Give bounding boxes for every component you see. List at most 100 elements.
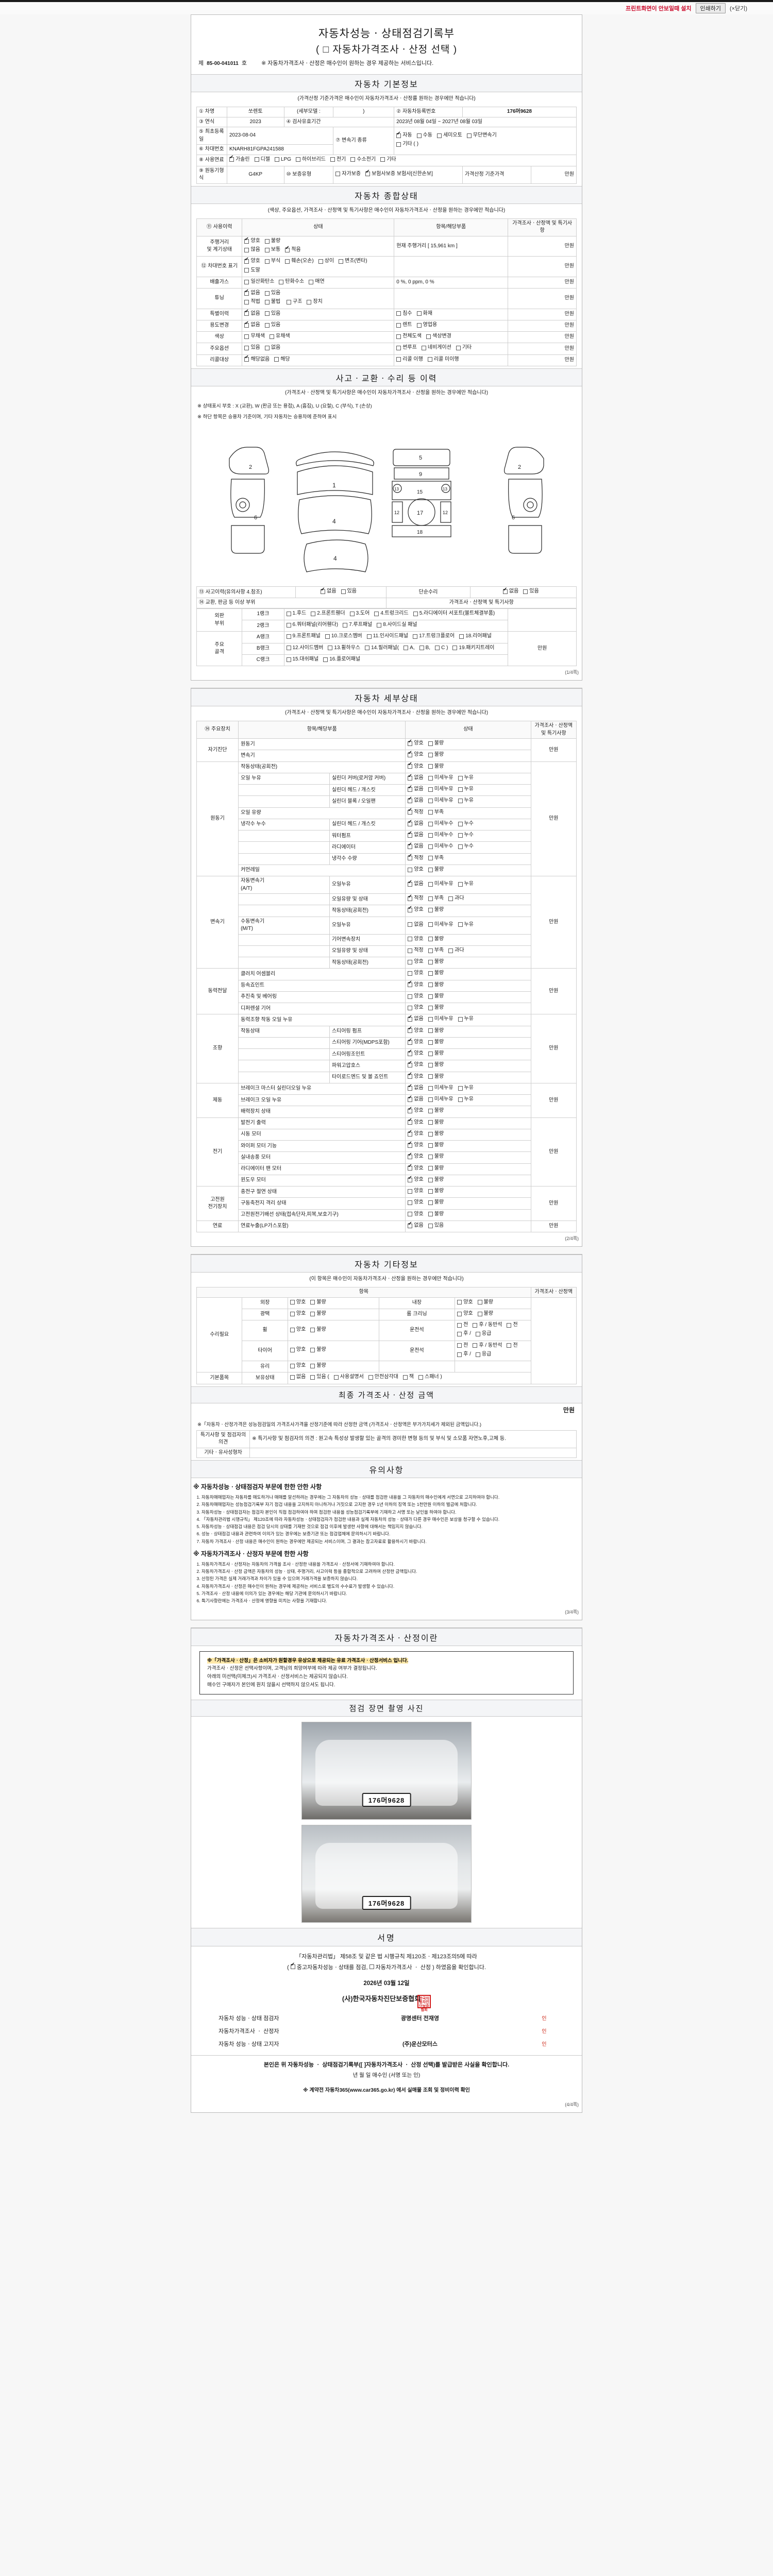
overall-option[interactable]: 구조	[287, 298, 302, 306]
detail-option[interactable]: 미세누수	[428, 820, 453, 828]
detail-option[interactable]: 양호	[408, 936, 424, 943]
detail-option[interactable]: 양호	[408, 751, 424, 759]
detail-option[interactable]: 누유	[458, 774, 474, 782]
detail-option[interactable]: 적정	[408, 808, 424, 817]
confirm-price-checkbox[interactable]	[369, 1964, 374, 1970]
overall-option[interactable]: 불법	[264, 298, 280, 306]
overall-option[interactable]: 부식	[264, 258, 280, 265]
detail-option[interactable]: 미세누유	[428, 1096, 453, 1104]
overall-option[interactable]: 있음	[264, 290, 280, 297]
panel-item-option[interactable]: 9.프론트패널	[286, 633, 321, 640]
detail-option[interactable]: 적정	[408, 894, 424, 903]
detail-option[interactable]: 미세누유	[428, 921, 453, 929]
overall-option[interactable]: 변조(변타)	[339, 258, 367, 265]
panel-item-option[interactable]: 4.트렁크리드	[374, 610, 409, 618]
fuel-option[interactable]: 기타	[380, 156, 396, 164]
detail-option[interactable]: 불량	[428, 993, 444, 1001]
detail-option[interactable]: 누수	[458, 832, 474, 839]
detail-option[interactable]: 양호	[408, 1072, 424, 1081]
other-option[interactable]: 불량	[310, 1326, 326, 1334]
detail-option[interactable]: 적정	[408, 854, 424, 862]
overall-option[interactable]: 보통	[264, 246, 280, 254]
detail-option[interactable]: 불량	[428, 1119, 444, 1127]
panel-item-option[interactable]: 15.대쉬패널	[286, 656, 318, 664]
overall-option[interactable]: 있음	[244, 344, 260, 352]
detail-option[interactable]: 양호	[408, 1061, 424, 1069]
detail-option[interactable]: 불량	[428, 1165, 444, 1173]
detail-option[interactable]: 불량	[428, 1004, 444, 1012]
detail-option[interactable]: 양호	[408, 1153, 424, 1161]
fuel-option[interactable]: LPG	[274, 156, 291, 164]
panel-item-option[interactable]: 17.트렁크플로어	[413, 633, 455, 640]
detail-option[interactable]: 불량	[428, 958, 444, 966]
panel-item-option[interactable]: 18.리어패널	[459, 633, 492, 640]
other-option-2[interactable]: 전	[507, 1321, 518, 1329]
detail-option[interactable]: 누유	[458, 1084, 474, 1092]
fuel-option[interactable]: 하이브리드	[295, 156, 326, 164]
detail-option[interactable]: 불량	[428, 1107, 444, 1115]
panel-item-option[interactable]: 1.후드	[286, 610, 306, 618]
detail-option[interactable]: 양호	[408, 1211, 424, 1218]
detail-option[interactable]: 양호	[408, 1107, 424, 1115]
other-option-2[interactable]: 전	[457, 1321, 468, 1329]
other-option-2[interactable]: 후 /	[457, 1330, 471, 1338]
fuel-option[interactable]: 수소전기	[350, 156, 376, 164]
detail-option[interactable]: 없음	[408, 774, 424, 782]
detail-option[interactable]: 누유	[458, 1015, 474, 1023]
overall-item-option[interactable]: 색상변경	[426, 333, 451, 341]
detail-option[interactable]: 불량	[428, 763, 444, 771]
panel-item-option[interactable]: 10.크로스멤버	[325, 633, 362, 640]
hold-option[interactable]: 사용설명서	[333, 1374, 364, 1381]
detail-option[interactable]: 미세누수	[428, 832, 453, 839]
panel-item-option[interactable]: 13.휠하우스	[328, 645, 360, 652]
overall-item-option[interactable]: 렌트	[396, 321, 412, 329]
other-option-2[interactable]: 응급	[475, 1351, 491, 1359]
detail-option[interactable]: 미세누수	[428, 843, 453, 851]
detail-option[interactable]: 양호	[408, 1141, 424, 1149]
overall-option[interactable]: 양호	[244, 257, 260, 265]
detail-option[interactable]: 양호	[408, 762, 424, 771]
detail-option[interactable]: 있음	[428, 1222, 444, 1230]
panel-item-option[interactable]: 5.라디에이터 서포트(볼트체결부품)	[413, 610, 495, 618]
other-option-2[interactable]: 불량	[477, 1299, 493, 1307]
other-option[interactable]: 불량	[310, 1362, 326, 1370]
overall-option[interactable]: 상이	[318, 258, 334, 265]
detail-option[interactable]: 과다	[448, 895, 464, 903]
overall-option[interactable]: 적법	[244, 298, 260, 306]
other-option-2[interactable]: 전	[457, 1342, 468, 1350]
panel-item-option[interactable]: 14.필러패널(	[365, 645, 399, 652]
detail-option[interactable]: 불량	[428, 1153, 444, 1161]
overall-option[interactable]: 유채색	[270, 333, 290, 341]
fuel-option[interactable]: 가솔린	[229, 155, 250, 164]
panel-item-option[interactable]: 6.쿼터패널(리어휀다)	[286, 621, 338, 629]
panel-item-option[interactable]: 8.사이드실 패널	[377, 621, 417, 629]
detail-option[interactable]: 불량	[428, 906, 444, 914]
detail-option[interactable]: 불량	[428, 1130, 444, 1138]
detail-option[interactable]: 불량	[428, 866, 444, 874]
detail-option[interactable]: 누유	[458, 880, 474, 888]
overall-option[interactable]: 매연	[309, 278, 325, 286]
accident-option[interactable]: 없음	[321, 587, 337, 596]
other-option-2[interactable]: 양호	[457, 1310, 473, 1318]
overall-option[interactable]: 있음	[264, 310, 280, 318]
detail-option[interactable]: 없음	[408, 921, 424, 929]
overall-option[interactable]: 많음	[244, 246, 260, 254]
hold-option[interactable]: 있음 (	[310, 1374, 329, 1381]
detail-option[interactable]: 없음	[408, 842, 424, 851]
overall-option[interactable]: 없음	[244, 289, 260, 297]
detail-option[interactable]: 부족	[428, 895, 444, 903]
detail-option[interactable]: 양호	[408, 1049, 424, 1058]
detail-option[interactable]: 누수	[458, 820, 474, 828]
detail-option[interactable]: 불량	[428, 1188, 444, 1195]
panel-item-option[interactable]: 2.프론트휀더	[311, 610, 345, 618]
panel-item-option[interactable]: 12.사이드멤버	[286, 645, 323, 652]
detail-option[interactable]: 없음	[408, 1084, 424, 1092]
detail-option[interactable]: 불량	[428, 1211, 444, 1218]
detail-option[interactable]: 없음	[408, 831, 424, 839]
detail-option[interactable]: 양호	[408, 1164, 424, 1173]
detail-option[interactable]: 양호	[408, 739, 424, 748]
detail-option[interactable]: 누유	[458, 1096, 474, 1104]
overall-option[interactable]: 해당없음	[244, 355, 270, 364]
detail-option[interactable]: 양호	[408, 993, 424, 1001]
panel-item-option[interactable]: C )	[435, 645, 448, 652]
